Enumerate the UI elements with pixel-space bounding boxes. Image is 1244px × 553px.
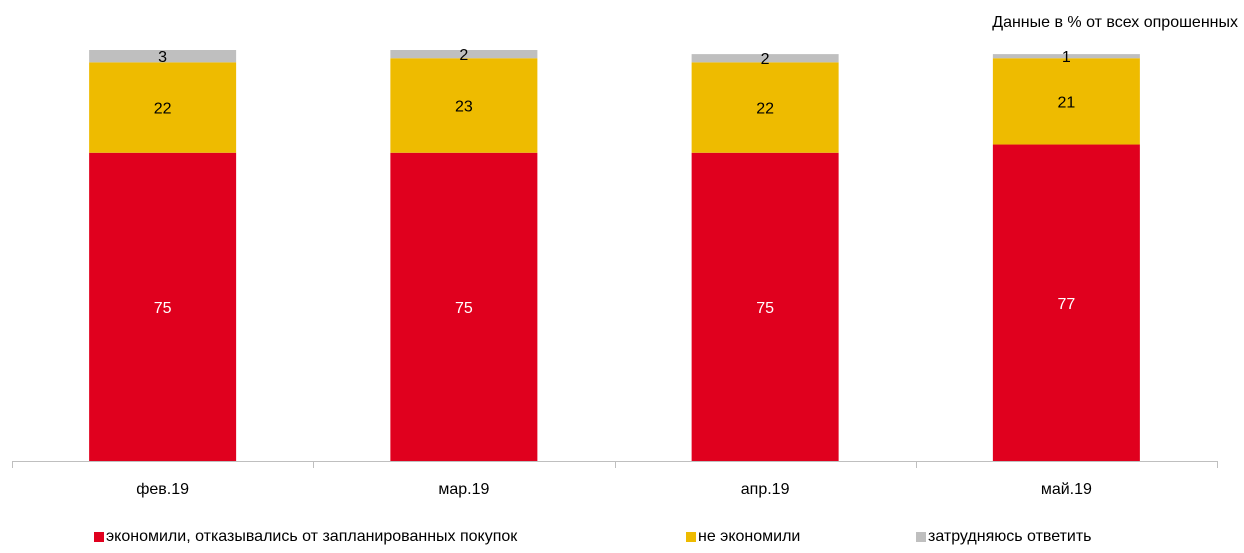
data-label-hard-to-answer-1: 3 (158, 49, 167, 66)
legend-label-economized: экономили, отказывались от запланированн… (106, 528, 518, 545)
bar-hard-to-answer-2 (390, 50, 538, 59)
bar-economized-3 (691, 152, 839, 461)
x-tick-label-4: май.19 (1041, 481, 1092, 498)
data-label-not-economized-1: 22 (154, 101, 172, 118)
data-label-hard-to-answer-4: 1 (1062, 49, 1071, 66)
data-label-not-economized-4: 21 (1057, 94, 1075, 111)
bar-economized-4 (992, 144, 1140, 461)
chart-legend: экономили, отказывались от запланированн… (0, 528, 1244, 550)
bar-hard-to-answer-4 (992, 54, 1140, 59)
legend-swatch-hard-to-answer (916, 532, 926, 542)
x-tick-label-2: мар.19 (438, 481, 489, 498)
legend-item-not-economized: не экономили (686, 528, 800, 546)
bar-not-economized-2 (390, 58, 538, 153)
data-label-economized-2: 75 (455, 300, 473, 317)
x-tick-label-1: фев.19 (136, 481, 189, 498)
bar-economized-2 (390, 152, 538, 461)
data-label-hard-to-answer-3: 2 (761, 51, 770, 68)
legend-item-hard-to-answer: затрудняюсь ответить (916, 528, 1092, 546)
bar-hard-to-answer-3 (691, 54, 839, 63)
bar-not-economized-3 (691, 62, 839, 153)
bar-not-economized-1 (89, 62, 237, 153)
data-label-not-economized-3: 22 (756, 101, 774, 118)
stacked-bar-chart: 75223фев.1975232мар.1975222апр.1977211ма… (12, 47, 1218, 498)
data-label-economized-4: 77 (1057, 296, 1075, 313)
legend-swatch-not-economized (686, 532, 696, 542)
data-note: Данные в % от всех опрошенных (992, 14, 1238, 31)
legend-label-not-economized: не экономили (698, 528, 801, 545)
legend-swatch-economized (94, 532, 104, 542)
legend-item-economized: экономили, отказывались от запланированн… (94, 528, 517, 546)
bar-not-economized-4 (992, 58, 1140, 145)
x-tick-label-3: апр.19 (741, 481, 790, 498)
data-label-not-economized-2: 23 (455, 98, 473, 115)
bar-hard-to-answer-1 (89, 50, 237, 63)
data-label-economized-3: 75 (756, 300, 774, 317)
data-label-hard-to-answer-2: 2 (459, 47, 468, 64)
legend-label-hard-to-answer: затрудняюсь ответить (928, 528, 1092, 545)
data-label-economized-1: 75 (154, 300, 172, 317)
bar-economized-1 (89, 152, 237, 461)
